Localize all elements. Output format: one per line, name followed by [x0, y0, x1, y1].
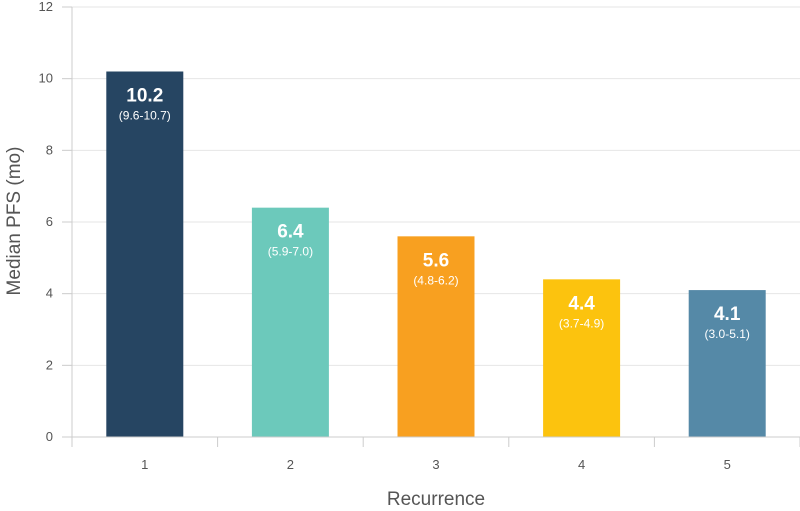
x-axis-title: Recurrence	[387, 489, 485, 510]
x-tick-label: 2	[287, 457, 294, 472]
bar-ci-label: (9.6-10.7)	[119, 109, 171, 123]
bar-value-label: 10.2	[126, 86, 163, 107]
y-tick-label: 4	[46, 286, 53, 301]
bar-value-label: 5.6	[423, 250, 449, 271]
bar-value-label: 4.1	[714, 304, 741, 325]
x-tick-label: 5	[724, 457, 731, 472]
bar-labels: 10.2 (9.6-10.7) 6.4 (5.9-7.0) 5.6 (4.8-6.2) 4.…	[119, 86, 750, 342]
bar-ci-label: (4.8-6.2)	[413, 273, 458, 287]
bar-ci-label: (5.9-7.0)	[268, 245, 313, 259]
y-tick-label: 12	[39, 0, 53, 14]
bar-2	[251, 207, 329, 437]
y-axis-ticks: 0 2 4 6 8 10 12	[39, 0, 73, 444]
bars	[106, 71, 766, 437]
y-tick-label: 2	[46, 357, 53, 372]
y-tick-label: 6	[46, 214, 53, 229]
bar-value-label: 4.4	[568, 293, 595, 314]
x-axis-ticks: 1 2 3 4 5	[71, 437, 800, 472]
bar-ci-label: (3.7-4.9)	[559, 316, 604, 330]
bar-5	[688, 290, 766, 437]
x-tick-label: 1	[141, 457, 148, 472]
bar-3	[397, 236, 475, 437]
y-axis-title: Median PFS (mo)	[4, 147, 25, 296]
bar-value-label: 6.4	[277, 222, 304, 243]
y-tick-label: 8	[46, 142, 53, 157]
y-tick-label: 0	[46, 429, 53, 444]
bar-1	[106, 71, 184, 437]
bar-ci-label: (3.0-5.1)	[705, 327, 750, 341]
bar-4	[543, 279, 621, 437]
x-tick-label: 4	[578, 457, 585, 472]
y-tick-label: 10	[39, 71, 53, 86]
x-tick-label: 3	[432, 457, 439, 472]
gridlines	[72, 6, 800, 366]
